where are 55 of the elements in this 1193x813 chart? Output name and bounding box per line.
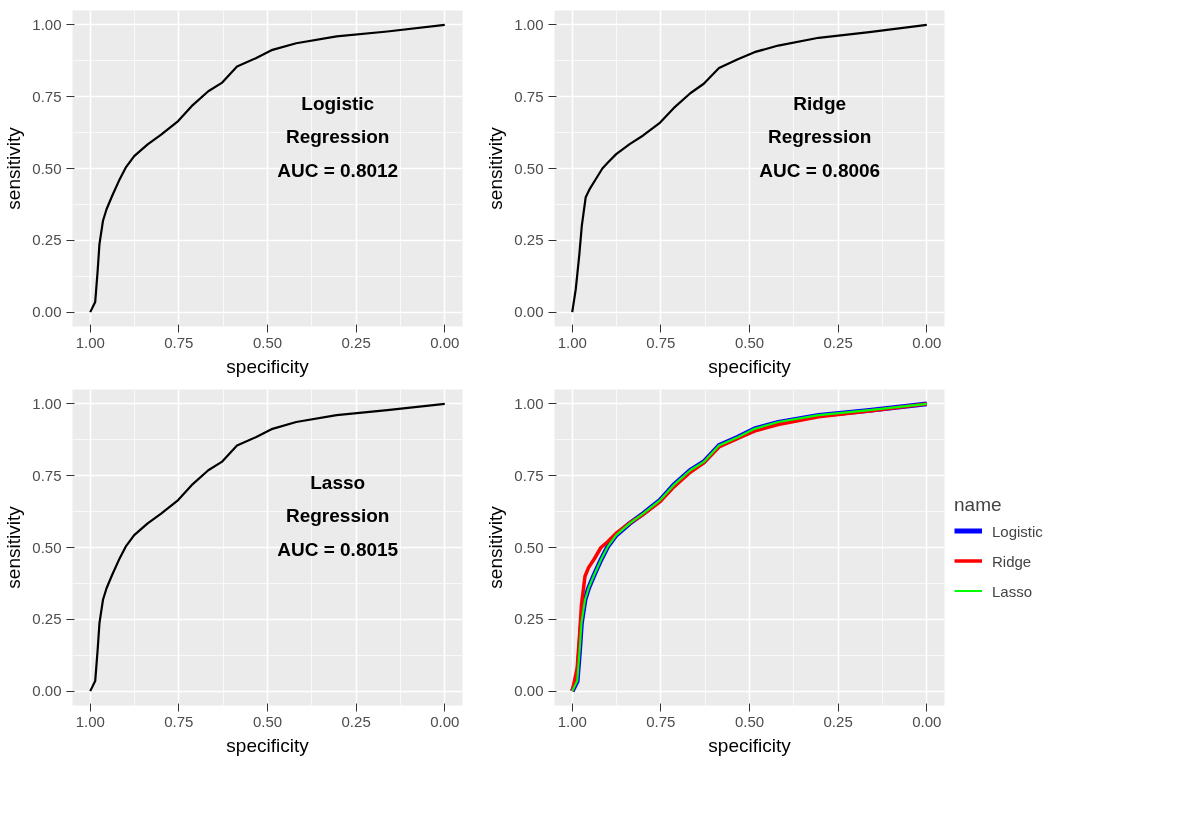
y-tick-label: 0.25 xyxy=(32,610,62,628)
y-tick-label: 0.75 xyxy=(514,466,544,484)
x-tick-label: 0.00 xyxy=(912,333,942,351)
x-tick-label: 0.75 xyxy=(164,333,194,351)
y-tick-label: 1.00 xyxy=(514,15,544,33)
x-tick-label: 0.50 xyxy=(734,333,765,351)
x-axis-title: specificity xyxy=(226,734,310,756)
x-axis-title: specificity xyxy=(708,734,792,756)
y-axis-title: sensitivity xyxy=(485,126,507,210)
annotation: Ridge Regression AUC = 0.8006 xyxy=(759,92,881,181)
y-tick-label: 0.50 xyxy=(32,159,62,177)
legend-label: Lasso xyxy=(992,582,1033,599)
x-tick-label: 1.00 xyxy=(557,712,587,730)
y-tick-label: 1.00 xyxy=(32,394,62,412)
y-tick-label: 0.75 xyxy=(32,87,62,105)
x-tick-label: 0.50 xyxy=(734,712,765,730)
x-tick-label: 0.50 xyxy=(252,333,283,351)
legend-label: Ridge xyxy=(992,552,1032,569)
y-tick-label: 1.00 xyxy=(514,394,544,412)
y-tick-label: 0.50 xyxy=(514,538,544,556)
y-tick-label: 0.75 xyxy=(514,87,544,105)
x-axis-title: specificity xyxy=(226,355,310,377)
x-tick-label: 0.75 xyxy=(646,712,676,730)
y-tick-label: 0.25 xyxy=(32,231,62,249)
x-tick-label: 1.00 xyxy=(75,712,105,730)
x-tick-label: 0.25 xyxy=(823,712,853,730)
y-axis-title: sensitivity xyxy=(485,505,507,589)
x-axis-title: specificity xyxy=(708,355,792,377)
y-tick-label: 0.00 xyxy=(32,303,62,321)
y-axis-title: sensitivity xyxy=(3,505,25,589)
y-tick-label: 0.00 xyxy=(514,682,544,700)
x-tick-label: 1.00 xyxy=(557,333,587,351)
x-tick-label: 0.50 xyxy=(252,712,283,730)
x-tick-label: 0.00 xyxy=(912,712,942,730)
x-tick-label: 1.00 xyxy=(75,333,105,351)
legend-label: Logistic xyxy=(992,522,1043,539)
y-tick-label: 0.25 xyxy=(514,231,544,249)
y-tick-label: 0.00 xyxy=(514,303,544,321)
x-tick-label: 0.75 xyxy=(646,333,676,351)
x-tick-label: 0.00 xyxy=(430,333,460,351)
x-tick-label: 0.25 xyxy=(341,333,371,351)
annotation: Logistic Regression AUC = 0.8012 xyxy=(277,92,399,181)
y-tick-label: 0.00 xyxy=(32,682,62,700)
y-axis-title: sensitivity xyxy=(3,126,25,210)
y-tick-label: 0.50 xyxy=(32,538,62,556)
x-tick-label: 0.25 xyxy=(823,333,853,351)
y-tick-label: 0.75 xyxy=(32,466,62,484)
y-tick-label: 0.25 xyxy=(514,610,544,628)
annotation: Lasso Regression AUC = 0.8015 xyxy=(277,471,399,560)
legend-title: name xyxy=(954,493,1003,516)
y-tick-label: 0.50 xyxy=(514,159,544,177)
x-tick-label: 0.75 xyxy=(164,712,194,730)
x-tick-label: 0.25 xyxy=(341,712,371,730)
x-tick-label: 0.00 xyxy=(430,712,460,730)
y-tick-label: 1.00 xyxy=(32,15,62,33)
